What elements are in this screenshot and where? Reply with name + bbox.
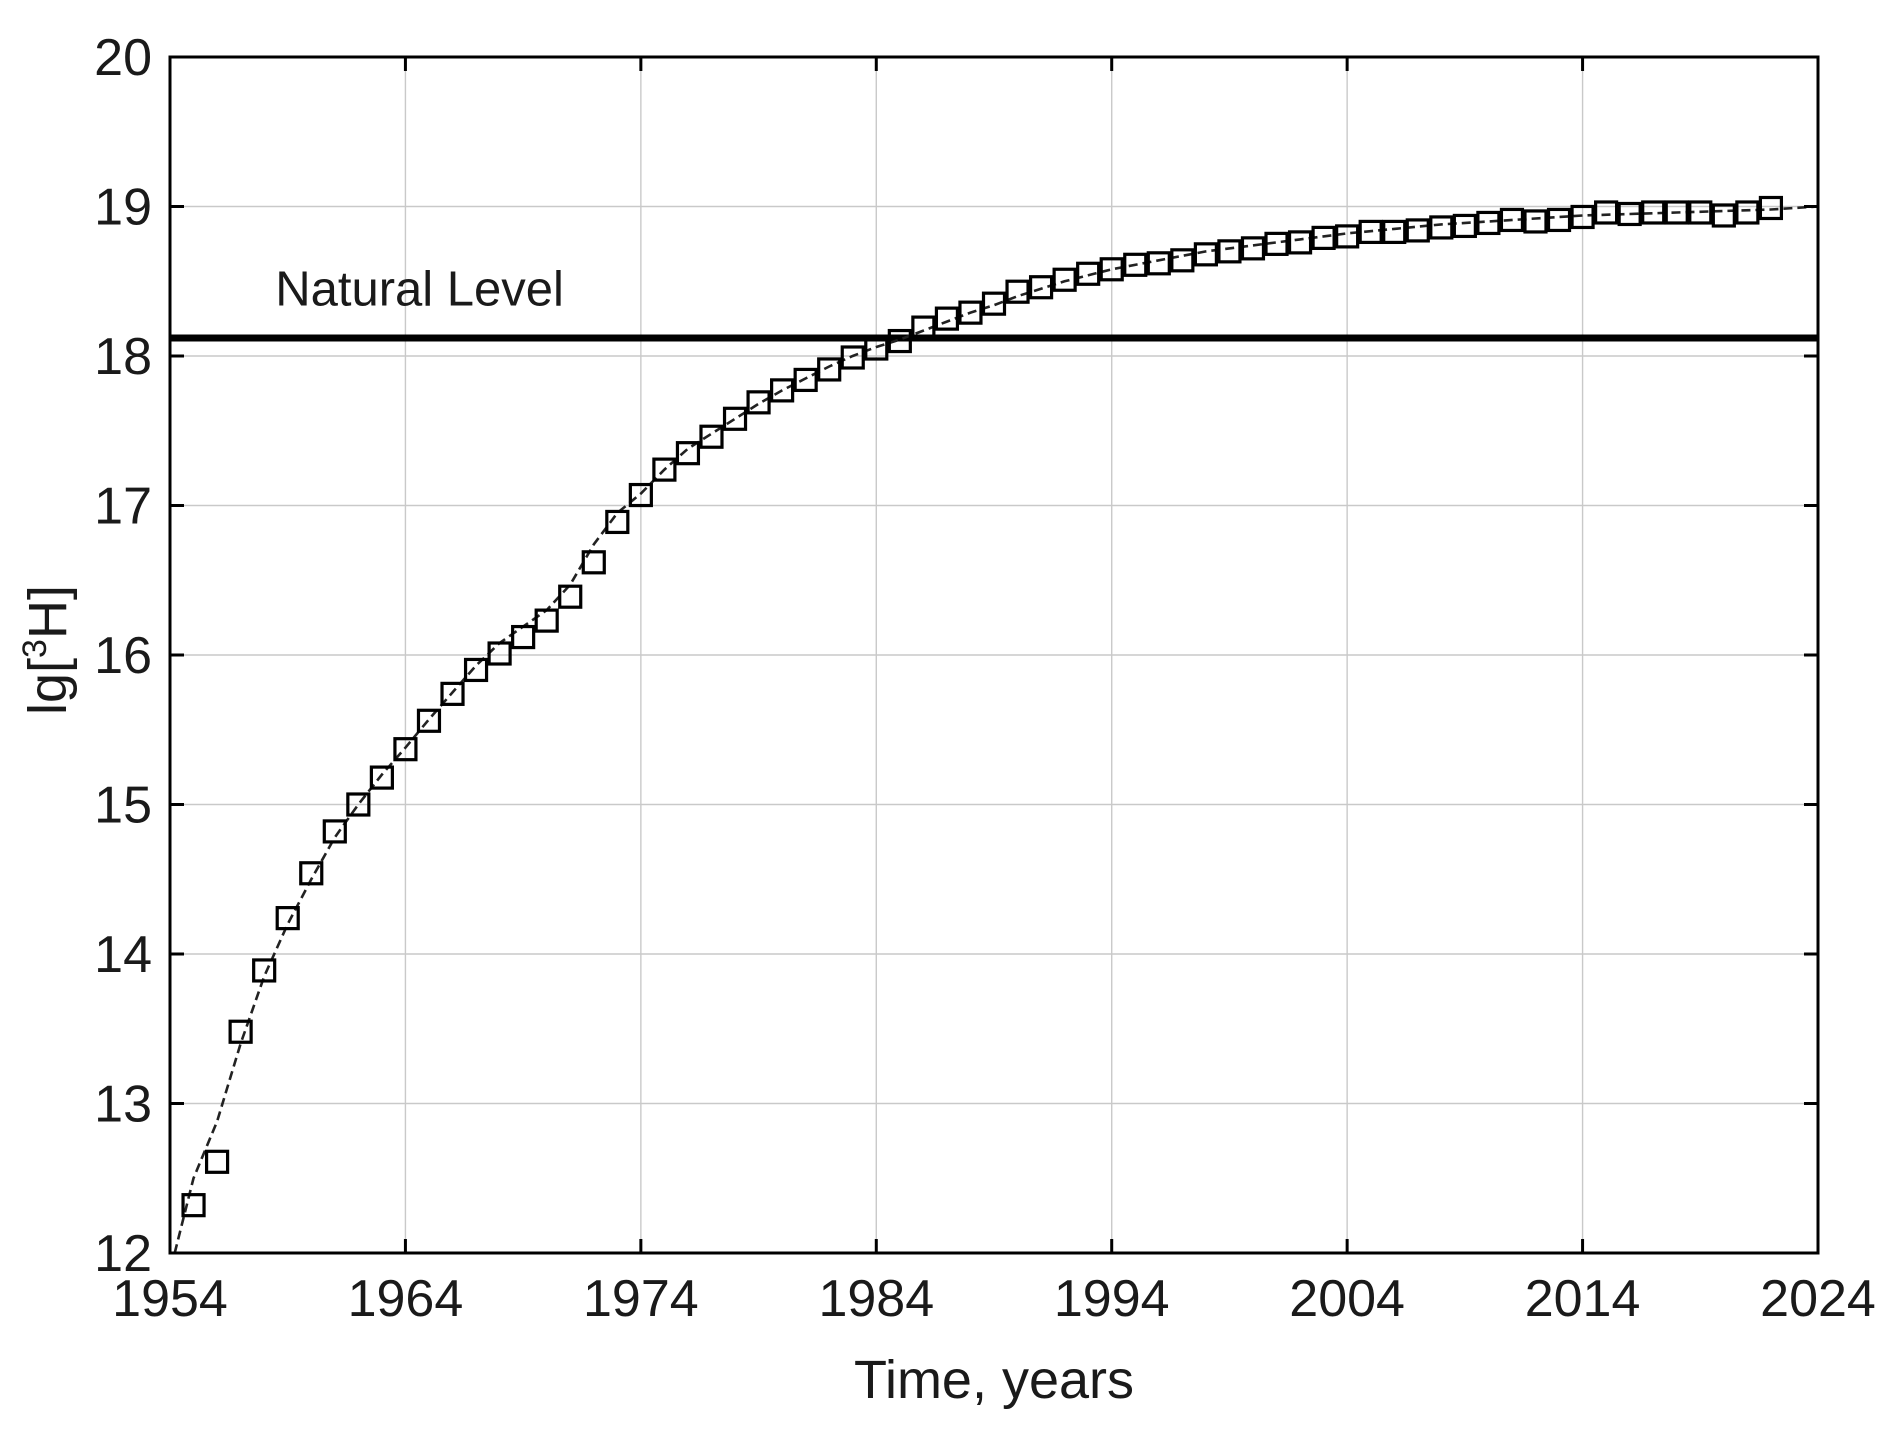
data-point-marker [463,657,489,683]
y-tick-label: 18 [94,328,152,386]
x-axis-title: Time, years [854,1350,1134,1410]
data-point-marker [1758,195,1784,221]
data-point-marker [581,550,606,575]
data-point-marker [1287,230,1313,255]
data-point-marker [534,608,559,633]
data-point-marker [1099,257,1124,282]
data-point-marker [1688,200,1713,225]
y-tick-label: 19 [94,179,152,237]
x-tick-label: 1984 [818,1270,934,1328]
data-point-marker [275,906,300,931]
x-tick-label: 1974 [583,1270,699,1328]
data-point-marker [299,861,324,886]
data-point-marker [1005,279,1030,304]
data-point-marker [840,345,865,370]
data-point-marker [393,737,418,762]
data-point-marker [228,1019,253,1044]
data-point-marker [1452,213,1477,239]
data-point-marker [558,584,583,609]
data-point-marker [958,300,983,325]
x-tick-label: 2004 [1289,1270,1405,1328]
data-point-marker [1476,210,1501,236]
data-point-marker [511,624,536,650]
natural-level-annotation: Natural Level [275,263,564,317]
data-point-marker [1711,203,1736,228]
data-point-marker [793,367,818,393]
y-tick-label: 20 [94,29,152,87]
data-point-marker [181,1193,206,1218]
y-tick-labels: 12 13 14 15 16 17 18 19 20 [94,29,152,1283]
data-point-marker [1076,261,1101,286]
y-axis-title-superscript: 3 [16,639,54,658]
x-tick-label: 1964 [348,1270,464,1328]
data-point-marker [1028,275,1054,300]
y-tick-label: 14 [94,926,152,984]
data-point-marker [1193,242,1218,267]
data-point-marker [1594,200,1619,225]
data-point-marker [1405,218,1430,243]
tick-marks [168,55,1820,1255]
y-axis-title: lg[3H] [16,585,78,715]
x-tick-label: 2024 [1760,1270,1876,1328]
data-point-marker [416,708,442,733]
data-point-marker [605,509,630,535]
data-point-marker [911,315,936,340]
data-point-marker [487,641,512,666]
data-point-marker [981,291,1007,316]
data-point-marker [369,765,394,790]
data-point-marker [322,819,347,844]
data-point-marker [817,357,842,382]
data-point-marker [1146,251,1171,276]
data-point-marker [1123,252,1148,277]
data-point-marker [252,958,277,983]
data-point-marker [628,482,653,508]
data-point-marker [770,378,795,403]
data-point-marker [1052,267,1077,292]
data-point-marker [1217,239,1242,264]
data-point-marker [1664,200,1689,225]
data-point-marker [675,441,701,466]
x-tick-label: 2014 [1525,1270,1641,1328]
data-point-marker [887,328,912,354]
data-point-marker [1264,231,1289,256]
data-point-marker [1240,236,1266,261]
data-point-marker [722,406,748,431]
y-tick-label: 13 [94,1076,152,1134]
data-points [181,195,1784,1218]
x-tick-label: 1994 [1054,1270,1170,1328]
data-point-marker [1546,207,1572,233]
data-point-marker [1641,200,1666,225]
data-point-marker [1523,209,1548,234]
data-point-marker [864,336,889,361]
y-axis-title-text: H] [18,585,78,639]
data-point-marker [652,457,677,482]
data-point-marker [746,390,771,415]
data-point-marker [1617,201,1642,227]
data-point-marker [1382,219,1407,245]
x-tick-label: 1954 [112,1270,228,1328]
y-axis-title-text: lg[ [18,658,78,715]
data-point-marker [1570,204,1595,230]
grid-lines [170,57,1818,1253]
data-point-marker [1335,224,1360,249]
data-point-marker [1358,219,1383,245]
data-point-marker [346,792,371,817]
y-tick-label: 17 [94,478,152,536]
y-tick-label: 12 [94,1225,152,1283]
x-tick-labels: 1954 1964 1974 1984 1994 2004 2014 2024 [112,1270,1876,1328]
data-point-marker [204,1149,230,1174]
data-point-marker [1735,200,1760,225]
y-tick-label: 15 [94,777,152,835]
data-point-marker [1429,215,1454,240]
data-point-marker [699,424,724,449]
data-point-marker [1499,207,1525,233]
data-point-marker [1170,248,1195,273]
data-point-marker [1311,225,1336,250]
y-tick-label: 16 [94,627,152,685]
data-point-marker [440,681,465,706]
data-point-marker [934,306,960,331]
